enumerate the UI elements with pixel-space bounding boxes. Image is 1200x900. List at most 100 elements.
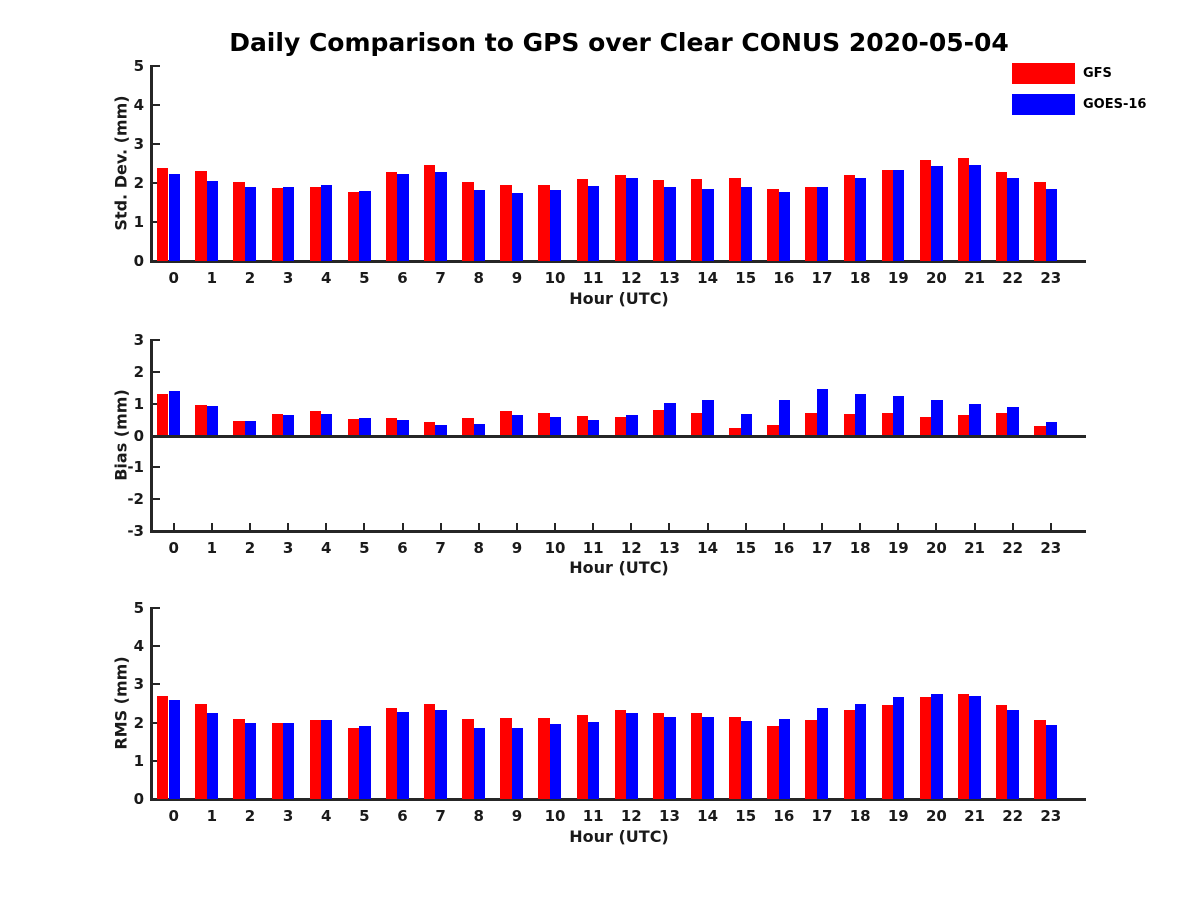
bar-gfs-h19 [881, 413, 894, 436]
x-tick-label: 4 [321, 269, 332, 287]
x-tick-label: 0 [168, 807, 179, 825]
x-tick-label: 22 [1002, 807, 1024, 825]
x-tick-mark [782, 523, 785, 530]
x-tick-label: 7 [435, 269, 446, 287]
bar-gfs-h18 [843, 710, 855, 799]
bar-goes16-h9 [511, 727, 524, 799]
y-axis-label-std-dev: Std. Dev. (mm) [111, 95, 131, 231]
bar-goes16-h1 [206, 405, 219, 436]
y-tick-mark [153, 498, 160, 501]
bar-gfs-h22 [996, 172, 1008, 261]
bar-goes16-h15 [740, 413, 752, 436]
y-tick-label: 1 [133, 751, 144, 770]
bar-gfs-h23 [1034, 182, 1046, 261]
x-tick-mark [630, 523, 633, 530]
x-tick-label: 19 [887, 539, 909, 557]
x-tick-label: 12 [620, 807, 642, 825]
x-tick-label: 23 [1040, 539, 1062, 557]
bar-gfs-h16 [767, 424, 779, 436]
x-tick-mark [1049, 523, 1052, 530]
x-axis-label-bias: Hour (UTC) [569, 558, 669, 577]
x-tick-mark [1011, 523, 1014, 530]
bar-goes16-h0 [168, 390, 180, 436]
bar-gfs-h11 [576, 179, 588, 261]
y-tick-label: -2 [127, 490, 144, 509]
x-tick-label: 14 [697, 807, 719, 825]
bar-goes16-h12 [626, 712, 638, 799]
bar-goes16-h2 [244, 186, 257, 261]
x-tick-label: 4 [321, 539, 332, 557]
bar-goes16-h20 [931, 400, 943, 436]
x-tick-label: 17 [811, 807, 833, 825]
bar-goes16-h14 [702, 400, 714, 436]
x-tick-label: 21 [964, 539, 985, 557]
x-tick-mark [973, 523, 976, 530]
bar-goes16-h1 [206, 713, 219, 799]
x-tick-label: 15 [735, 807, 757, 825]
bar-gfs-h6 [385, 708, 398, 799]
x-tick-mark [439, 523, 442, 530]
x-tick-label: 22 [1002, 539, 1024, 557]
x-tick-label: 19 [887, 807, 909, 825]
x-tick-label: 23 [1040, 269, 1062, 287]
y-tick-mark [153, 645, 160, 648]
x-tick-label: 9 [511, 807, 523, 825]
bar-goes16-h4 [321, 185, 333, 261]
bar-gfs-h12 [614, 710, 627, 799]
y-tick-mark [153, 104, 160, 106]
y-tick-label: 2 [133, 174, 144, 192]
x-tick-label: 2 [244, 539, 256, 557]
x-axis-spine [150, 530, 1086, 533]
x-tick-label: 14 [697, 539, 719, 557]
bar-goes16-h20 [931, 694, 943, 799]
x-tick-label: 20 [925, 807, 947, 825]
y-axis-spine [150, 607, 153, 800]
x-axis-baseline [150, 434, 1086, 438]
y-tick-mark [153, 759, 160, 762]
bar-goes16-h23 [1045, 422, 1057, 436]
x-tick-mark [287, 523, 290, 530]
bar-gfs-h10 [538, 412, 550, 436]
bar-goes16-h10 [549, 724, 562, 799]
bar-gfs-h13 [652, 712, 665, 799]
bar-goes16-h6 [397, 419, 409, 436]
x-axis-label-rms: Hour (UTC) [569, 827, 669, 846]
bar-goes16-h17 [816, 187, 829, 261]
bar-gfs-h1 [195, 704, 207, 799]
bar-gfs-h23 [1034, 719, 1046, 799]
bar-goes16-h16 [778, 399, 791, 436]
x-tick-mark [820, 523, 823, 530]
bar-goes16-h8 [473, 424, 485, 436]
plot-area-bias: -3 -2 -1 0 1 2 3 0 1 2 3 4 5 6 7 8 9 10 11 12 13 14 15 16 17 18 19… [127, 331, 1086, 557]
bar-gfs-h6 [385, 417, 398, 436]
bar-gfs-h17 [805, 413, 817, 436]
y-tick-label: -1 [127, 458, 144, 477]
bar-gfs-h3 [271, 188, 283, 261]
legend-swatch-goes16 [1012, 94, 1075, 115]
bar-gfs-h11 [576, 714, 588, 799]
bar-gfs-h20 [919, 696, 932, 799]
x-tick-mark [210, 523, 213, 530]
bar-goes16-h8 [473, 727, 485, 799]
x-tick-label: 10 [544, 539, 566, 557]
x-tick-label: 17 [811, 539, 833, 557]
y-tick-mark [153, 370, 160, 373]
x-tick-mark [248, 523, 251, 530]
bar-gfs-h3 [271, 413, 283, 436]
y-tick-mark [153, 339, 160, 341]
bar-goes16-h21 [969, 165, 981, 261]
y-tick-mark [153, 466, 160, 469]
bar-gfs-h18 [843, 414, 855, 436]
x-tick-label: 5 [359, 539, 370, 557]
bar-goes16-h23 [1045, 725, 1057, 799]
x-tick-label: 6 [397, 539, 408, 557]
legend-label-goes16: GOES-16 [1083, 97, 1147, 112]
plot-area-rms: 0 1 2 3 4 5 0 1 2 3 4 5 6 7 8 9 10 11 12 13 14 15 16 17 18 19 20 21… [134, 599, 1086, 825]
bar-gfs-h0 [157, 168, 169, 261]
y-axis-label-rms: RMS (mm) [111, 656, 131, 750]
x-tick-label: 8 [473, 807, 484, 825]
x-tick-mark [592, 523, 595, 530]
x-tick-mark [554, 523, 557, 530]
bar-goes16-h5 [359, 417, 371, 436]
y-tick-mark [153, 683, 160, 686]
